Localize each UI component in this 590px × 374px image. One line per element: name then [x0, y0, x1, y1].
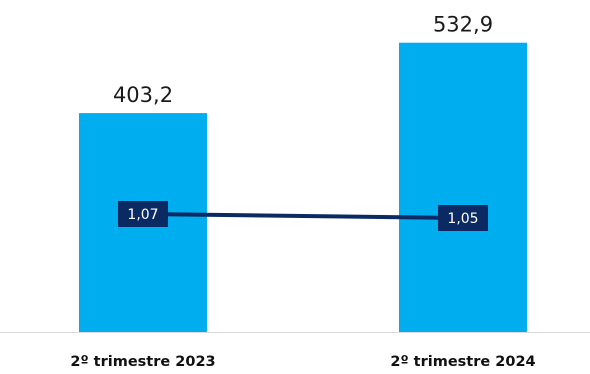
bar-value-label-2: 532,9 [433, 13, 493, 37]
ratio-line [141, 212, 465, 220]
ratio-value-label-1: 1,07 [127, 207, 158, 223]
ratio-point-1 [118, 201, 168, 227]
x-tick-label-1: 2º trimestre 2023 [70, 354, 215, 370]
ratio-value-label-2: 1,05 [447, 211, 478, 227]
x-tick-label-2: 2º trimestre 2024 [390, 354, 535, 370]
ratio-point-2 [438, 205, 488, 231]
bar-2 [399, 42, 527, 333]
bar-value-label-1: 403,2 [113, 83, 173, 107]
